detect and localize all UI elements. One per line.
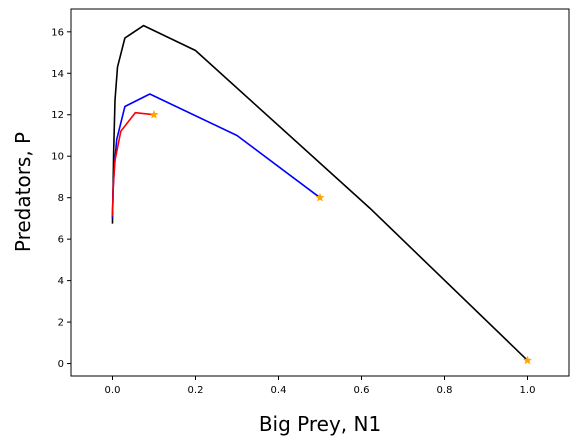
y-axis-ticks: 0 2 4 6 8 10 12 14 16 xyxy=(51,27,71,370)
plot-frame xyxy=(70,8,570,377)
y-tick-label: 8 xyxy=(58,193,64,204)
start-point-star-marker xyxy=(149,109,159,119)
x-tick-label: 0.6 xyxy=(354,385,370,396)
y-tick-label: 6 xyxy=(58,235,64,246)
plot-area xyxy=(111,24,533,365)
y-tick-label: 16 xyxy=(51,27,64,38)
y-axis-title: Predators, P xyxy=(11,132,35,252)
trajectory-line-3 xyxy=(111,111,155,217)
x-tick-label: 0.8 xyxy=(437,385,453,396)
y-tick-label: 14 xyxy=(51,69,64,80)
y-tick-label: 10 xyxy=(51,152,64,163)
y-tick-label: 4 xyxy=(58,276,64,287)
x-tick-label: 0.4 xyxy=(271,385,287,396)
x-tick-label: 1.0 xyxy=(520,385,536,396)
y-tick-label: 12 xyxy=(51,110,64,121)
start-point-star-marker xyxy=(315,192,325,202)
x-axis-title: Big Prey, N1 xyxy=(259,412,381,436)
x-tick-label: 0.2 xyxy=(188,385,204,396)
x-tick-label: 0.0 xyxy=(105,385,121,396)
trajectory-line-2 xyxy=(111,93,321,219)
y-tick-label: 2 xyxy=(58,318,64,329)
y-tick-label: 0 xyxy=(58,359,64,370)
start-point-star-marker xyxy=(522,355,533,365)
x-axis-ticks: 0.0 0.2 0.4 0.6 0.8 1.0 xyxy=(105,376,536,396)
